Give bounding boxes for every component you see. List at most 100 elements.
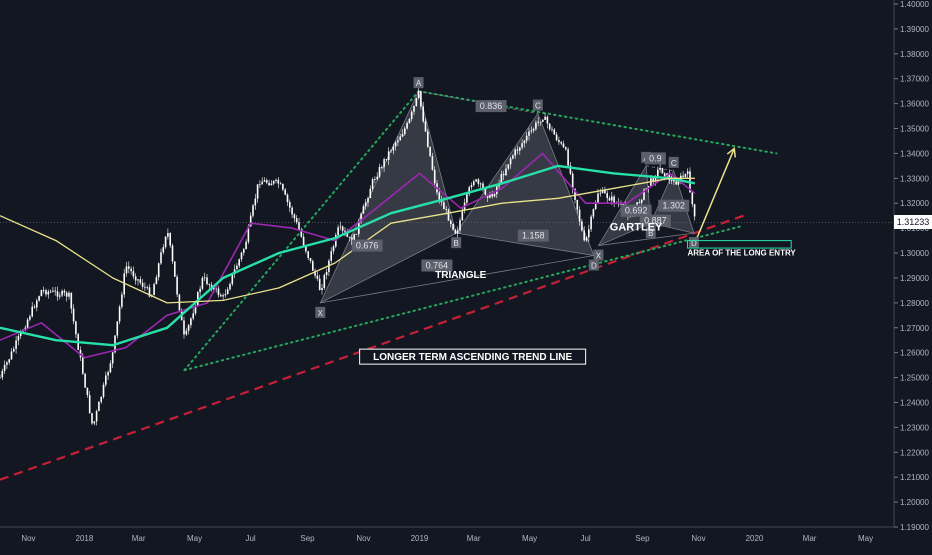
- candle-body: [70, 292, 73, 309]
- candle-body: [84, 373, 86, 388]
- x-tick-label: Mar: [132, 534, 146, 543]
- candle-body: [661, 168, 664, 174]
- candle-body: [201, 277, 204, 289]
- ratio-label: 0.676: [356, 241, 379, 251]
- candle-body: [54, 290, 56, 292]
- candle-body: [392, 146, 395, 151]
- harmonic-xd-leg: [598, 232, 694, 246]
- candle-body: [670, 179, 673, 181]
- candle-body: [677, 181, 680, 185]
- candle-body: [486, 194, 489, 198]
- candle-body: [38, 296, 40, 301]
- candle-body: [45, 290, 47, 295]
- candle-body: [162, 247, 165, 253]
- x-tick-label: 2019: [411, 534, 429, 543]
- candle-body: [254, 198, 257, 206]
- candle-body: [606, 193, 608, 199]
- candle-body: [369, 188, 372, 199]
- candle-body: [362, 206, 365, 214]
- candle-body: [456, 230, 459, 234]
- y-tick-label: 1.19000: [900, 523, 929, 532]
- candle-body: [40, 290, 43, 297]
- x-tick-label: Sep: [635, 534, 650, 543]
- candle-body: [581, 221, 583, 231]
- candle-body: [592, 209, 595, 217]
- harmonic-pattern-large: [455, 112, 595, 257]
- y-tick-label: 1.26000: [900, 349, 929, 358]
- candle-body: [675, 181, 677, 185]
- candle-body: [454, 229, 457, 234]
- candle-body: [590, 216, 592, 230]
- candle-body: [148, 287, 151, 297]
- candle-body: [491, 193, 493, 197]
- candle-body: [121, 294, 123, 307]
- candle-body: [268, 182, 270, 186]
- y-tick-label: 1.22000: [900, 448, 929, 457]
- candle-body: [259, 184, 261, 186]
- candle-body: [0, 377, 1, 379]
- candle-body: [569, 165, 572, 174]
- candle-body: [521, 143, 523, 148]
- candle-body: [318, 278, 321, 291]
- candle-body: [316, 275, 319, 279]
- candle-body: [49, 291, 52, 293]
- candle-body: [144, 286, 146, 288]
- candle-body: [539, 121, 542, 123]
- candle-body: [314, 270, 316, 276]
- pattern-point-C: C: [671, 159, 677, 168]
- candle-body: [323, 275, 326, 289]
- candle-body: [118, 306, 121, 322]
- candle-body: [325, 271, 328, 276]
- candle-body: [169, 233, 171, 246]
- candle-body: [408, 118, 411, 124]
- candle-body: [576, 199, 579, 210]
- ratio-label-box: [658, 199, 690, 212]
- ratio-label: 0.887: [644, 216, 667, 226]
- candle-body: [420, 91, 422, 107]
- candle-body: [378, 166, 381, 177]
- candle-body: [385, 159, 388, 160]
- candle-body: [505, 168, 507, 176]
- candle-body: [222, 295, 224, 297]
- candle-body: [192, 313, 194, 319]
- y-tick-label: 1.34000: [900, 149, 929, 158]
- candle-body: [594, 202, 597, 210]
- x-tick-label: 2018: [76, 534, 94, 543]
- candle-body: [620, 204, 622, 205]
- candle-body: [588, 229, 590, 238]
- ratio-label: 1.158: [522, 231, 545, 241]
- candle-body: [489, 193, 491, 198]
- candle-body: [194, 305, 197, 314]
- y-tick-label: 1.20000: [900, 498, 929, 507]
- x-tick-label: Jul: [245, 534, 255, 543]
- candle-body: [479, 183, 482, 185]
- moving-average-fast: [0, 152, 696, 359]
- candle-body: [548, 123, 551, 130]
- candle-body: [15, 340, 17, 349]
- candle-body: [86, 387, 89, 396]
- candle-body: [3, 364, 6, 371]
- candle-body: [493, 194, 496, 197]
- candle-body: [374, 179, 376, 180]
- ascending-trend-line: [0, 214, 744, 481]
- candle-body: [509, 158, 512, 165]
- candle-body: [410, 111, 413, 119]
- candle-body: [404, 128, 406, 135]
- y-tick-label: 1.21000: [900, 473, 929, 482]
- candle-body: [645, 188, 648, 190]
- pattern-point-box: [315, 306, 326, 318]
- candle-body: [337, 227, 339, 236]
- candle-body: [654, 177, 657, 182]
- candle-body: [17, 336, 20, 341]
- candle-body: [597, 193, 599, 203]
- candle-body: [673, 179, 675, 182]
- candle-body: [599, 192, 602, 194]
- ratio-label: 0.9: [649, 153, 662, 163]
- candle-body: [231, 274, 234, 285]
- ratio-label-box: [475, 100, 507, 113]
- candle-body: [399, 136, 401, 141]
- candle-body: [116, 321, 119, 336]
- candle-body: [468, 187, 470, 195]
